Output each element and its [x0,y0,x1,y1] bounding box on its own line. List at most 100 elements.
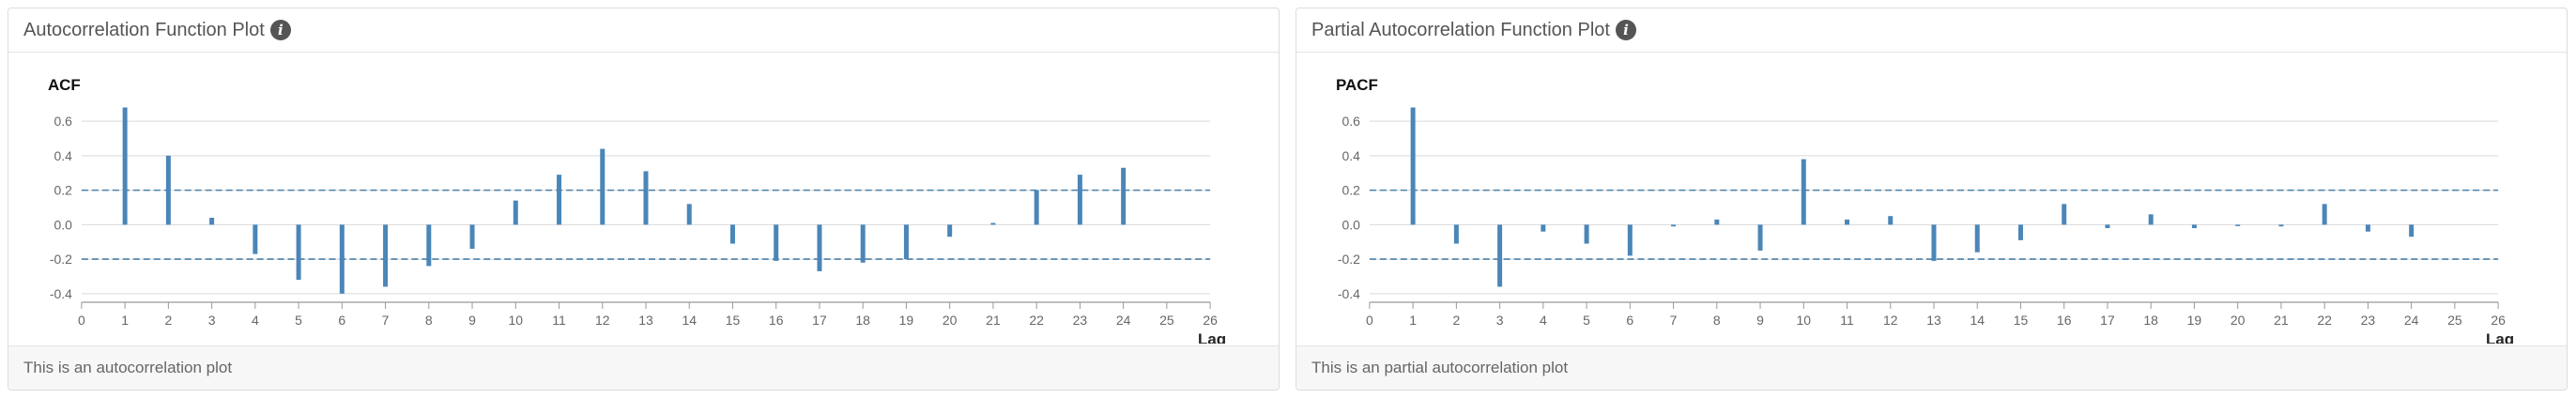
bar-lag-12[interactable] [600,148,606,225]
bar-lag-8[interactable] [426,224,432,267]
x-tick-label: 6 [1626,313,1633,328]
bar-lag-4[interactable] [253,224,258,254]
y-tick-label: 0.0 [54,217,72,232]
y-tick-label: -0.2 [1338,252,1360,267]
y-tick-label: 0.2 [54,183,72,198]
bar-lag-1[interactable] [122,107,128,225]
x-tick-label: 7 [382,313,390,328]
bar-lag-13[interactable] [1931,224,1937,261]
bar-lag-10[interactable] [1801,159,1806,225]
pacf-footer-text: This is an partial autocorrelation plot [1311,359,1569,376]
y-tick-label: 0.0 [1342,217,1360,232]
x-tick-label: 1 [1409,313,1417,328]
bar-lag-20[interactable] [2235,224,2241,226]
bar-lag-6[interactable] [339,224,345,294]
bar-lag-7[interactable] [1671,224,1677,227]
x-tick-label: 14 [682,313,697,328]
bar-lag-11[interactable] [1845,219,1850,225]
x-tick-label: 1 [121,313,129,328]
acf-panel-header: Autocorrelation Function Plot i [8,8,1279,53]
y-tick-label: 0.4 [1342,148,1360,163]
bar-lag-7[interactable] [383,224,389,287]
x-tick-label: 6 [338,313,345,328]
x-tick-label: 19 [899,313,914,328]
x-tick-label: 2 [1452,313,1460,328]
bar-lag-22[interactable] [1034,190,1039,225]
x-tick-label: 20 [943,313,958,328]
x-tick-label: 16 [769,313,784,328]
bar-lag-15[interactable] [729,224,735,244]
bar-lag-21[interactable] [2278,224,2284,227]
bar-lag-14[interactable] [1974,224,1980,253]
bar-lag-13[interactable] [643,171,649,225]
info-icon[interactable]: i [1615,20,1636,40]
bar-lag-24[interactable] [1121,167,1127,225]
pacf-panel: Partial Autocorrelation Function Plot i … [1296,8,2568,390]
chart-title: PACF [1336,76,1378,94]
x-tick-label: 25 [1159,313,1174,328]
x-tick-label: 17 [2100,313,2115,328]
bar-lag-16[interactable] [2062,204,2067,225]
bar-lag-9[interactable] [1757,224,1763,251]
acf-panel: Autocorrelation Function Plot i ACF -0.4 -… [8,8,1280,390]
bar-lag-6[interactable] [1627,224,1633,256]
bar-lag-2[interactable] [1453,224,1459,244]
bar-lag-12[interactable] [1888,216,1894,225]
pacf-chart-area: PACF -0.4 -0.2 0.0 0.2 0.4 0.6 0 1 2 3 4 5 6 7 8 9 10 11 12… [1296,53,2567,344]
x-tick-label: 9 [468,313,476,328]
x-tick-label: 21 [986,313,1001,328]
bar-lag-20[interactable] [947,224,953,237]
bar-lag-3[interactable] [209,218,215,225]
bar-lag-19[interactable] [903,224,909,260]
x-tick-label: 15 [2014,313,2029,328]
x-tick-label: 9 [1756,313,1764,328]
pacf-panel-header: Partial Autocorrelation Function Plot i [1296,8,2567,53]
bar-lag-18[interactable] [2148,214,2154,225]
bar-lag-21[interactable] [990,222,996,225]
bar-lag-16[interactable] [774,224,779,261]
x-tick-label: 26 [2491,313,2506,328]
x-tick-label: 10 [509,313,524,328]
x-tick-label: 7 [1670,313,1678,328]
x-tick-label: 2 [164,313,172,328]
bar-lag-17[interactable] [817,224,822,271]
x-tick-label: 16 [2057,313,2072,328]
pacf-panel-footer: This is an partial autocorrelation plot [1296,345,2567,390]
y-tick-label: 0.6 [54,114,72,129]
bar-lag-23[interactable] [1077,175,1082,225]
bar-lag-23[interactable] [2365,224,2370,232]
info-icon[interactable]: i [269,20,291,40]
bar-lag-5[interactable] [296,224,301,281]
bar-lag-11[interactable] [557,175,562,225]
x-tick-label: 14 [1970,313,1985,328]
acf-chart-area: ACF -0.4 -0.2 0.0 0.2 0.4 0.6 0 1 2 3 4 5 6 7 8 9 10 11 12 1… [8,53,1279,344]
bar-lag-2[interactable] [165,155,171,225]
x-tick-label: 23 [1073,313,1088,328]
bar-lag-5[interactable] [1584,224,1589,244]
bar-lag-15[interactable] [2017,224,2023,240]
x-tick-label: 0 [1366,313,1373,328]
bar-lag-22[interactable] [2322,204,2327,225]
x-tick-label: 10 [1797,313,1812,328]
bar-lag-18[interactable] [860,224,866,263]
bar-lag-17[interactable] [2105,224,2110,229]
bar-lag-8[interactable] [1714,219,1720,225]
bar-lag-4[interactable] [1541,224,1546,232]
x-tick-label: 18 [2143,313,2158,328]
x-tick-label: 4 [1540,313,1547,328]
bar-lag-9[interactable] [469,224,475,250]
acf-footer-text: This is an autocorrelation plot [23,359,233,376]
bar-lag-3[interactable] [1497,224,1503,287]
x-tick-label: 19 [2187,313,2202,328]
bar-lag-19[interactable] [2191,224,2197,229]
x-tick-label: 24 [2404,313,2419,328]
x-tick-label: 21 [2274,313,2289,328]
y-tick-label: -0.4 [50,286,72,301]
bar-lag-10[interactable] [513,200,518,225]
bar-lag-24[interactable] [2409,224,2415,237]
x-tick-label: 3 [208,313,216,328]
bar-lag-14[interactable] [686,204,692,225]
bar-lag-1[interactable] [1410,107,1416,225]
acf-panel-title: Autocorrelation Function Plot [23,19,265,40]
